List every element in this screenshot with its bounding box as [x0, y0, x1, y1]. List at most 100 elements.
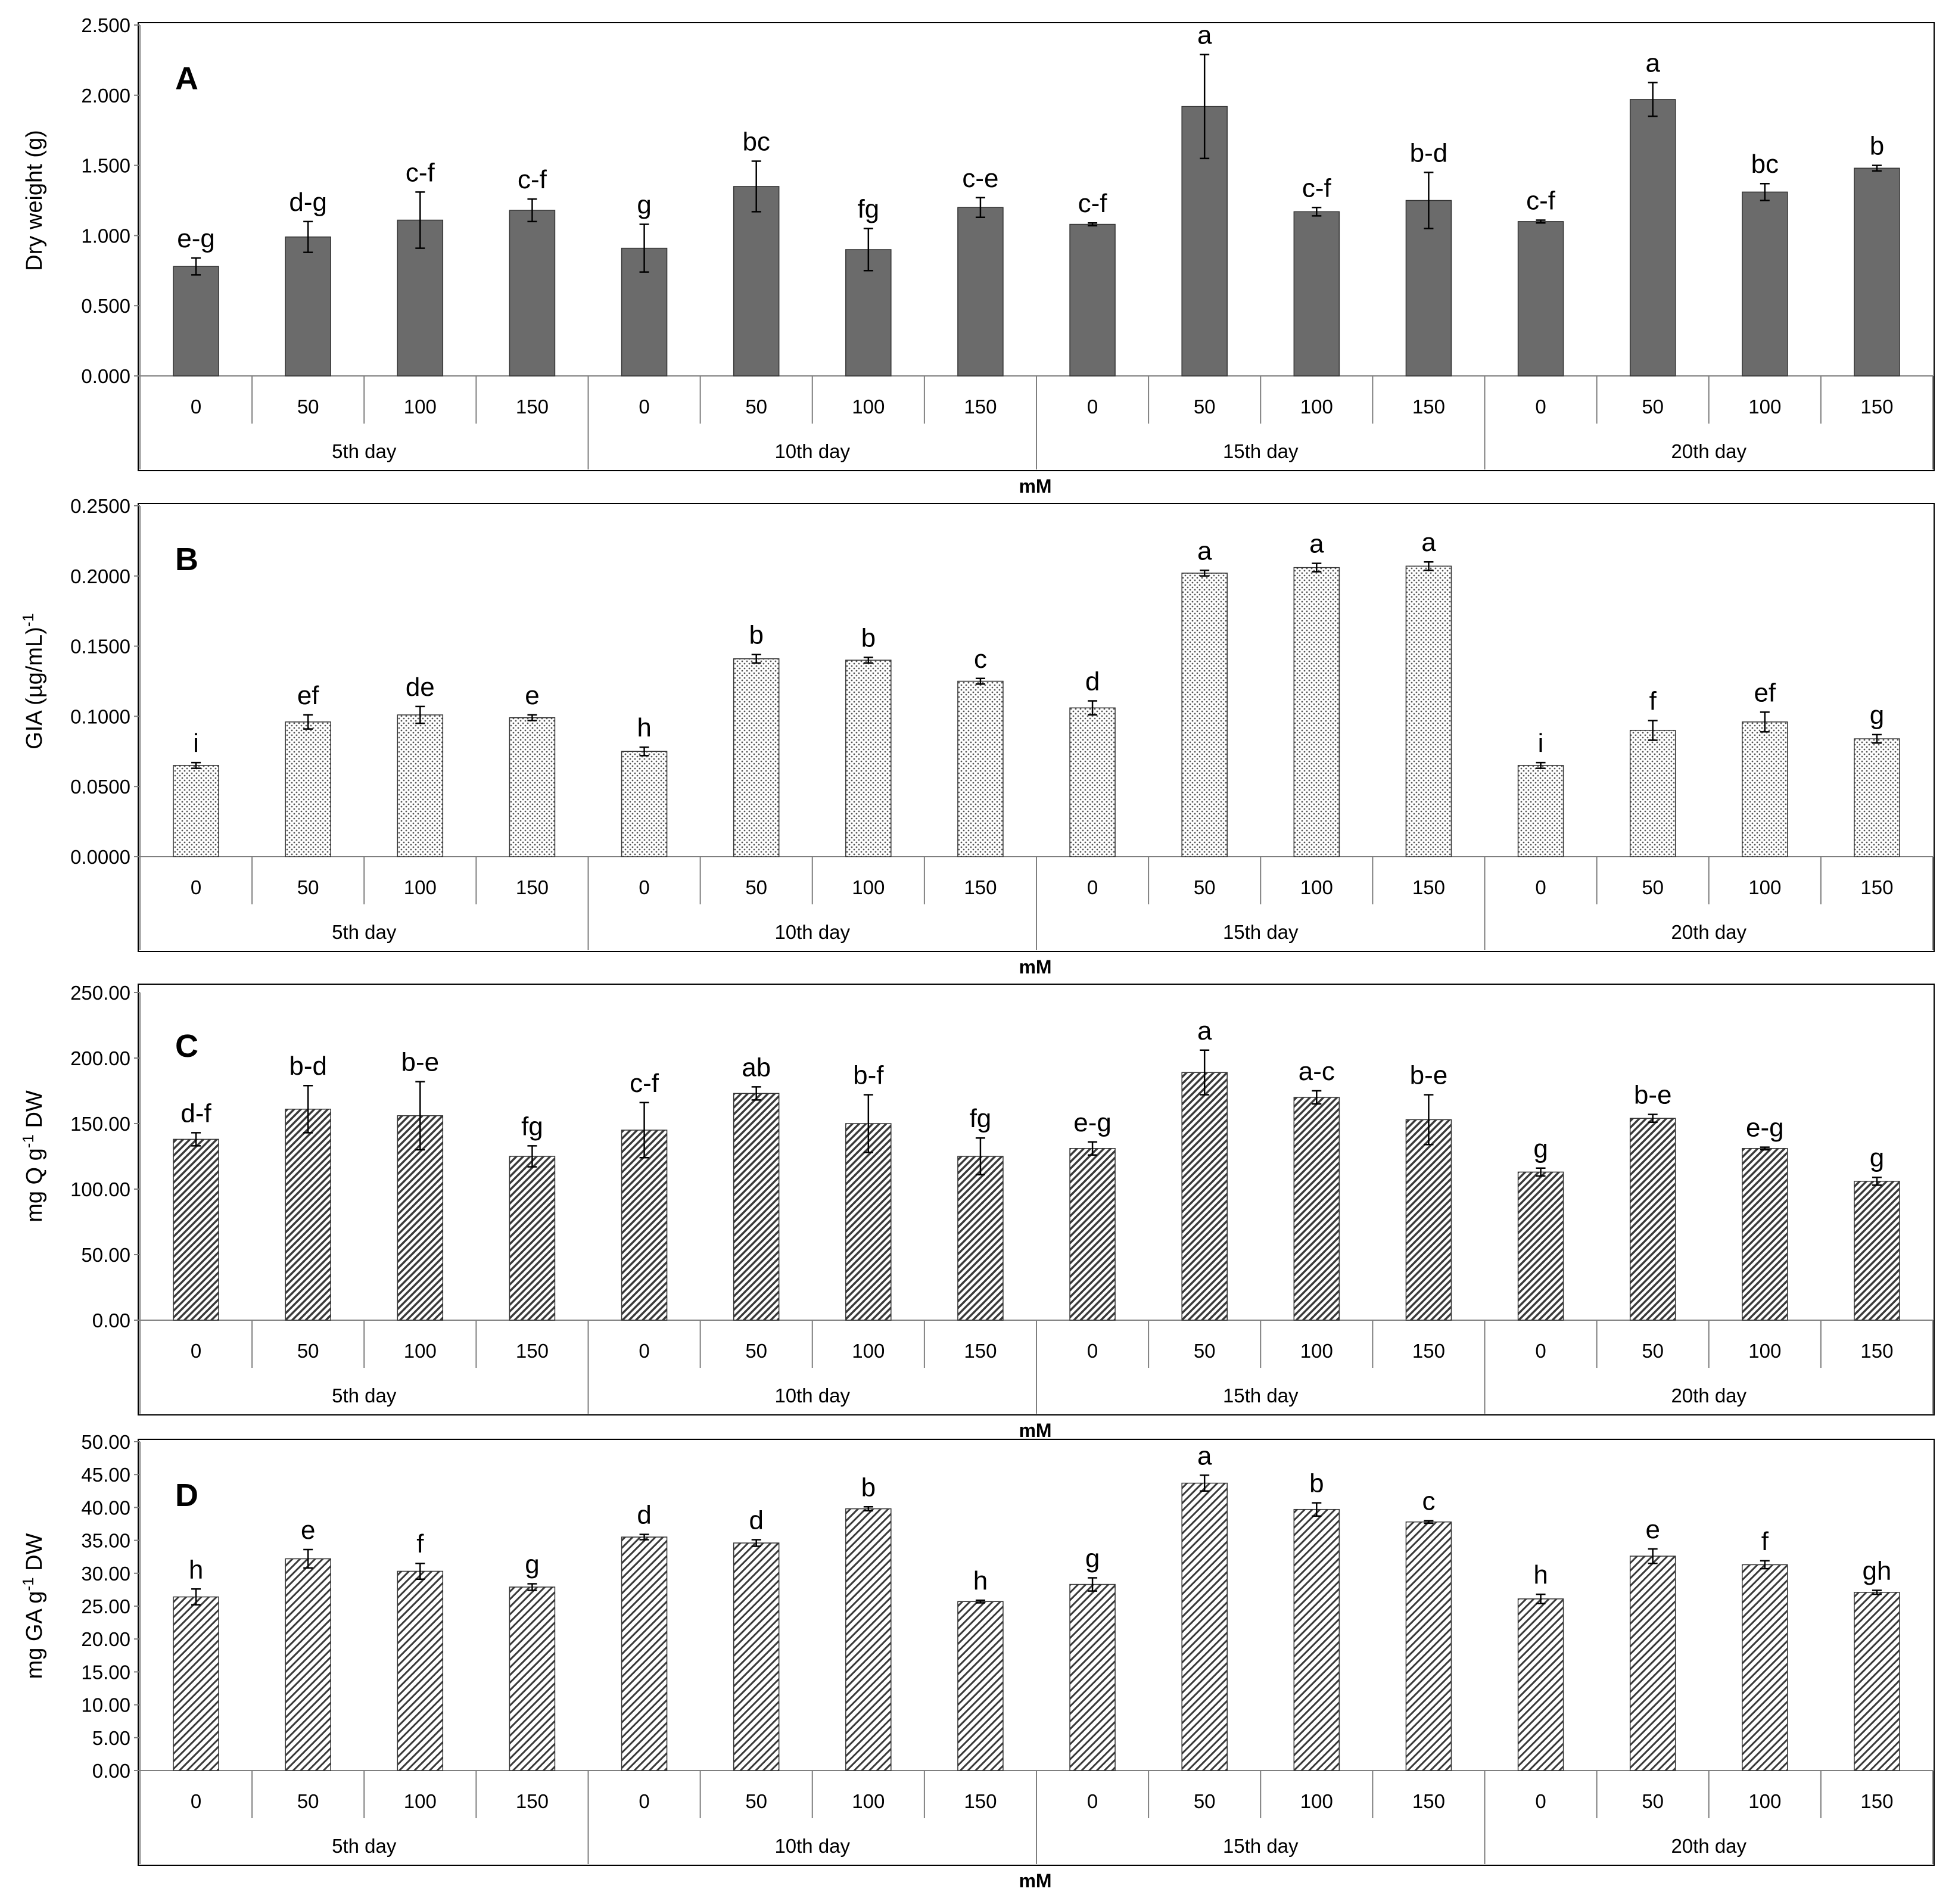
- bar: [285, 1109, 331, 1321]
- bar: [1854, 167, 1900, 377]
- x-category-label: 0: [1087, 1340, 1098, 1362]
- x-category-label: 150: [1412, 396, 1445, 418]
- bar: [1069, 223, 1116, 377]
- significance-letter: a: [1197, 1016, 1212, 1046]
- significance-letter: h: [189, 1555, 203, 1584]
- x-category-label: 150: [1412, 1790, 1445, 1812]
- x-category-label: 150: [1412, 1340, 1445, 1362]
- bar: [1293, 567, 1340, 857]
- y-tick-label: 1.000: [81, 225, 130, 247]
- x-category-label: 50: [1194, 1340, 1216, 1362]
- bar: [509, 717, 556, 857]
- significance-letter: f: [1649, 686, 1657, 715]
- bar: [957, 1601, 1004, 1771]
- x-category-label: 0: [191, 396, 201, 418]
- significance-letter: b: [1309, 1469, 1324, 1498]
- bar: [1517, 1171, 1564, 1321]
- bar: [1854, 738, 1900, 857]
- significance-letter: e: [301, 1516, 315, 1545]
- bar: [1181, 573, 1228, 857]
- x-group-label: 15th day: [1223, 440, 1299, 462]
- significance-letter: d: [1085, 667, 1100, 696]
- significance-letter: g: [1085, 1544, 1100, 1573]
- x-category-label: 100: [852, 1790, 885, 1812]
- panel-label: B: [175, 542, 198, 577]
- x-category-label: 100: [852, 876, 885, 898]
- bar: [1629, 1555, 1676, 1771]
- x-category-label: 150: [964, 1790, 997, 1812]
- bar: [1629, 99, 1676, 377]
- bar: [1517, 1598, 1564, 1771]
- panel-label: A: [175, 61, 198, 97]
- significance-letter: g: [1870, 1143, 1884, 1172]
- x-category-label: 0: [639, 396, 649, 418]
- y-tick-label: 250.00: [70, 982, 130, 1004]
- panel-label: C: [175, 1028, 198, 1064]
- significance-letter: b-f: [853, 1061, 884, 1090]
- significance-letter: ef: [297, 681, 319, 710]
- x-group-label: 10th day: [774, 1385, 850, 1407]
- x-category-label: 0: [639, 876, 649, 898]
- significance-letter: f: [416, 1529, 424, 1558]
- x-category-label: 50: [1642, 396, 1664, 418]
- x-group-label: 20th day: [1671, 440, 1746, 462]
- x-category-label: 50: [745, 876, 767, 898]
- y-tick-label: 0.0500: [70, 776, 130, 798]
- x-group-label: 5th day: [332, 921, 397, 943]
- x-category-label: 150: [516, 1340, 549, 1362]
- significance-letter: c-f: [630, 1069, 659, 1098]
- y-axis-title: mg Q g-1 DW: [19, 1090, 47, 1222]
- x-group-label: 10th day: [774, 440, 850, 462]
- bar: [845, 1508, 892, 1771]
- bar: [397, 714, 444, 857]
- significance-letter: f: [1761, 1527, 1769, 1556]
- y-axis-title: mg GA g-1 DW: [19, 1533, 47, 1679]
- significance-letter: ab: [742, 1053, 771, 1082]
- bar: [173, 266, 219, 377]
- significance-letter: a-c: [1299, 1057, 1335, 1086]
- x-axis-title: mM: [1019, 1870, 1051, 1891]
- significance-letter: c-f: [1302, 173, 1332, 203]
- x-axis-title: mM: [1019, 956, 1051, 978]
- y-tick-label: 45.00: [81, 1464, 130, 1486]
- significance-letter: a: [1645, 49, 1660, 78]
- significance-letter: g: [1870, 701, 1884, 730]
- significance-letter: bc: [742, 127, 770, 157]
- bar: [1742, 1564, 1788, 1771]
- significance-letter: c-f: [1526, 186, 1556, 215]
- y-tick-label: 1.500: [81, 155, 130, 177]
- y-tick-label: 0.1000: [70, 705, 130, 727]
- x-group-label: 5th day: [332, 1835, 397, 1857]
- bar: [1181, 1482, 1228, 1771]
- x-axis-title: mM: [1019, 475, 1051, 497]
- bar: [1517, 221, 1564, 377]
- bar: [1854, 1592, 1900, 1771]
- x-category-label: 0: [191, 1340, 201, 1362]
- x-category-label: 100: [404, 396, 437, 418]
- x-category-label: 150: [1860, 396, 1893, 418]
- x-category-label: 150: [964, 396, 997, 418]
- bar: [1293, 1097, 1340, 1321]
- bar: [733, 1093, 780, 1321]
- bar: [957, 1156, 1004, 1321]
- significance-letter: b-e: [1634, 1081, 1672, 1110]
- significance-letter: a: [1197, 1441, 1212, 1470]
- significance-letter: c: [974, 645, 987, 674]
- bar: [957, 207, 1004, 377]
- panel-b: 0.00000.05000.10000.15000.20000.2500i0ef…: [19, 495, 1935, 978]
- bar: [733, 658, 780, 857]
- x-category-label: 50: [1194, 876, 1216, 898]
- x-category-label: 50: [297, 1340, 319, 1362]
- y-tick-label: 2.500: [81, 14, 130, 36]
- significance-letter: e-g: [177, 224, 215, 253]
- significance-letter: b-e: [401, 1048, 440, 1077]
- bar: [621, 751, 668, 857]
- significance-letter: i: [193, 729, 199, 758]
- x-category-label: 0: [1535, 396, 1546, 418]
- significance-letter: e-g: [1746, 1113, 1784, 1143]
- bar: [1742, 191, 1788, 377]
- x-category-label: 100: [852, 396, 885, 418]
- bar: [397, 1570, 444, 1771]
- x-category-label: 50: [297, 1790, 319, 1812]
